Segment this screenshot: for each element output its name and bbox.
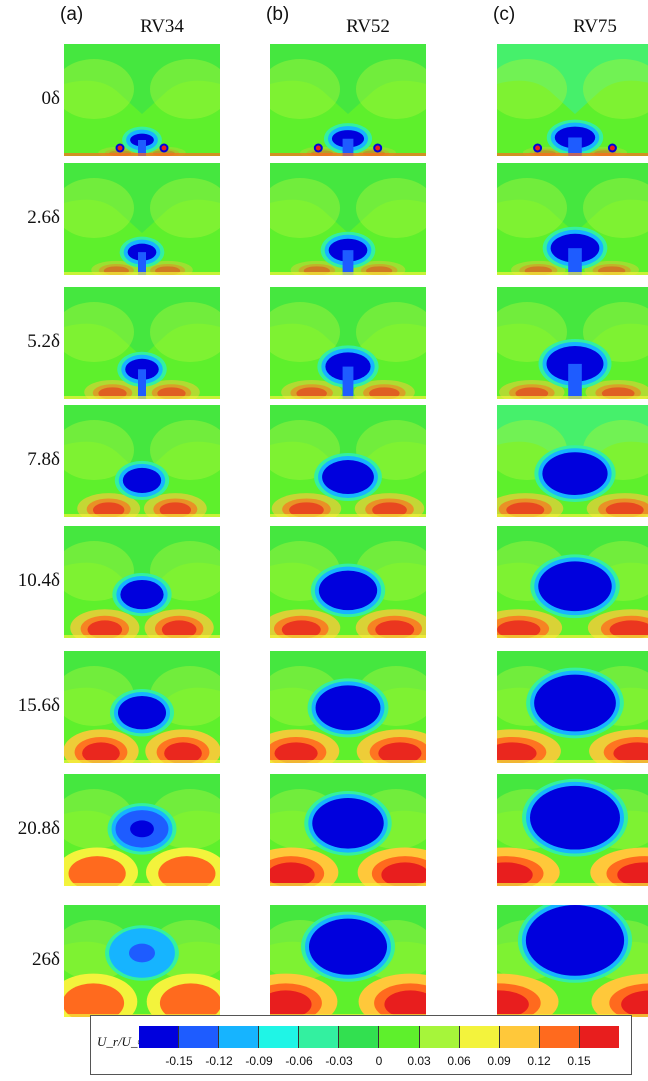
colorbar-tick-label: 0.06 xyxy=(447,1054,471,1068)
row-label-7: 26δ xyxy=(32,949,60,970)
contour-panel-RV34-5 xyxy=(64,651,220,763)
contour-plot xyxy=(64,287,220,399)
contour-panel-RV52-6 xyxy=(270,774,426,886)
contour-plot xyxy=(64,526,220,638)
contour-plot xyxy=(497,774,648,886)
colorbar-tick-label: -0.09 xyxy=(245,1054,273,1068)
contour-plot xyxy=(64,651,220,763)
contour-plot xyxy=(497,526,648,638)
row-label-0: 0δ xyxy=(41,88,60,109)
colorbar-tick-label: -0.12 xyxy=(205,1054,233,1068)
contour-plot xyxy=(497,405,648,517)
contour-plot xyxy=(270,526,426,638)
contour-panel-RV52-4 xyxy=(270,526,426,638)
panel-letter-0: (a) xyxy=(60,4,84,25)
contour-plot xyxy=(497,163,648,275)
row-label-1: 2.6δ xyxy=(27,207,60,228)
contour-plot xyxy=(270,405,426,517)
colorbar-tick-label: 0.03 xyxy=(407,1054,431,1068)
colorbar-tick-label: 0.12 xyxy=(527,1054,551,1068)
colorbar-ticks: -0.15 -0.12 -0.09 -0.06 -0.03 0 0.03 0.06 0.09 0.… xyxy=(131,1054,631,1068)
row-label-6: 20.8δ xyxy=(17,818,60,839)
colorbar-swatch xyxy=(379,1026,420,1048)
colorbar-swatch xyxy=(219,1026,260,1048)
panel-letter-1: (b) xyxy=(266,4,290,25)
contour-panel-RV75-6 xyxy=(497,774,648,886)
contour-panel-RV75-3 xyxy=(497,405,648,517)
colorbar-swatch xyxy=(579,1026,619,1048)
colorbar-swatch xyxy=(499,1026,540,1048)
contour-plot xyxy=(270,163,426,275)
column-title-1: RV52 xyxy=(346,16,390,37)
colorbar-tick-label: -0.06 xyxy=(285,1054,313,1068)
contour-panel-RV75-4 xyxy=(497,526,648,638)
row-label-4: 10.4δ xyxy=(17,570,60,591)
colorbar xyxy=(139,1026,619,1048)
colorbar-tick-label: -0.03 xyxy=(325,1054,353,1068)
contour-panel-RV75-5 xyxy=(497,651,648,763)
row-label-5: 15.6δ xyxy=(17,695,60,716)
contour-panel-RV75-0 xyxy=(497,44,648,156)
contour-plot xyxy=(64,163,220,275)
contour-panel-RV52-7 xyxy=(270,905,426,1017)
contour-plot xyxy=(497,287,648,399)
contour-panel-RV34-3 xyxy=(64,405,220,517)
contour-panel-RV75-1 xyxy=(497,163,648,275)
colorbar-tick-label: 0.15 xyxy=(567,1054,591,1068)
contour-plot xyxy=(64,44,220,156)
contour-panel-RV75-2 xyxy=(497,287,648,399)
contour-panel-RV52-2 xyxy=(270,287,426,399)
contour-panel-RV52-0 xyxy=(270,44,426,156)
contour-plot xyxy=(64,774,220,886)
colorbar-swatch xyxy=(539,1026,580,1048)
contour-plot xyxy=(270,905,426,1017)
colorbar-swatch xyxy=(299,1026,340,1048)
contour-panel-RV52-1 xyxy=(270,163,426,275)
row-label-2: 5.2δ xyxy=(27,331,60,352)
contour-panel-RV52-3 xyxy=(270,405,426,517)
colorbar-swatch xyxy=(339,1026,380,1048)
contour-panel-RV52-5 xyxy=(270,651,426,763)
contour-plot xyxy=(64,905,220,1017)
panel-letter-2: (c) xyxy=(493,4,516,25)
colorbar-title: U_r/U_∞ xyxy=(97,1034,147,1049)
contour-plot xyxy=(497,651,648,763)
colorbar-tick-label: 0.09 xyxy=(487,1054,511,1068)
contour-panel-RV34-6 xyxy=(64,774,220,886)
colorbar-legend: U_r/U_∞ -0.15 -0.12 -0.09 -0.06 -0.03 0 0.03 0.… xyxy=(90,1015,632,1075)
contour-plot xyxy=(64,405,220,517)
colorbar-swatch xyxy=(259,1026,300,1048)
contour-plot xyxy=(270,774,426,886)
contour-panel-RV34-0 xyxy=(64,44,220,156)
colorbar-tick-label: -0.15 xyxy=(165,1054,193,1068)
contour-panel-RV75-7 xyxy=(497,905,648,1017)
colorbar-swatch xyxy=(419,1026,460,1048)
colorbar-swatch xyxy=(179,1026,220,1048)
column-title-0: RV34 xyxy=(140,16,184,37)
contour-panel-RV34-7 xyxy=(64,905,220,1017)
contour-plot xyxy=(270,44,426,156)
column-title-2: RV75 xyxy=(573,16,617,37)
colorbar-swatch xyxy=(139,1026,180,1048)
contour-panel-RV34-2 xyxy=(64,287,220,399)
contour-panel-RV34-1 xyxy=(64,163,220,275)
row-label-3: 7.8δ xyxy=(27,449,60,470)
colorbar-tick-label: 0 xyxy=(375,1054,383,1068)
contour-plot xyxy=(270,287,426,399)
contour-plot xyxy=(497,44,648,156)
contour-plot xyxy=(497,905,648,1017)
contour-panel-RV34-4 xyxy=(64,526,220,638)
colorbar-swatch xyxy=(459,1026,500,1048)
contour-plot xyxy=(270,651,426,763)
